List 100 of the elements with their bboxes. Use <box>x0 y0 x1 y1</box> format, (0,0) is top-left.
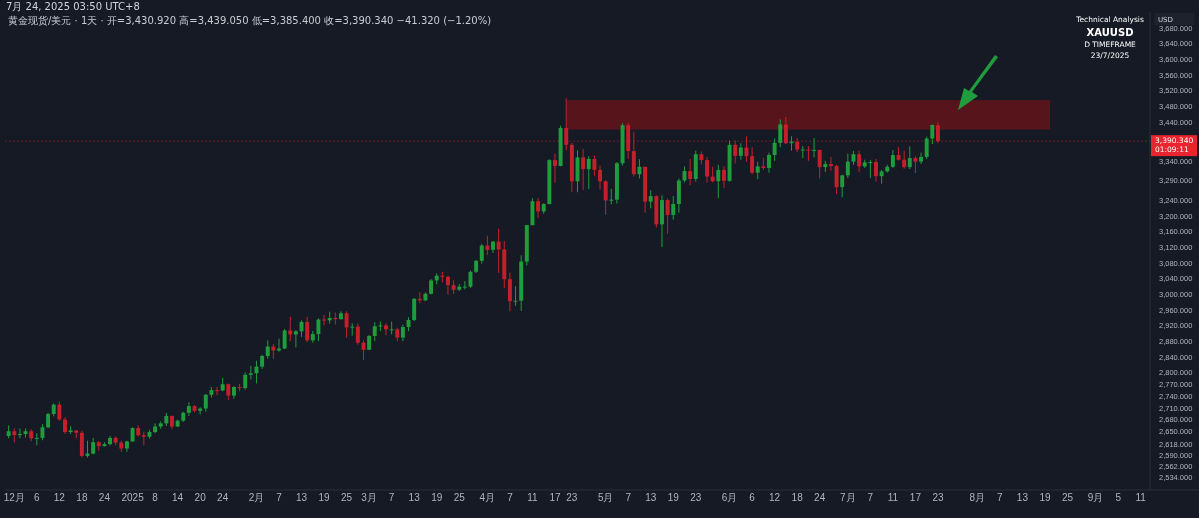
candlestick <box>817 149 822 180</box>
x-tick-label: 18 <box>76 492 88 503</box>
candlestick <box>716 164 721 199</box>
candlestick <box>907 145 912 170</box>
candlestick <box>603 179 608 216</box>
x-tick-label: 24 <box>98 492 111 503</box>
candlestick <box>372 321 377 342</box>
x-tick-label: 25 <box>1061 492 1074 503</box>
candlestick <box>564 97 569 151</box>
candlestick <box>637 158 642 180</box>
x-tick-label: 13 <box>1016 492 1029 503</box>
x-tick-label: 11 <box>887 492 899 503</box>
candlestick <box>215 386 220 396</box>
candlestick <box>721 165 726 189</box>
candlestick <box>665 198 670 235</box>
candlestick <box>671 195 676 221</box>
candlestick <box>592 155 597 177</box>
x-tick-label: 8 <box>152 492 159 503</box>
x-tick-label: 13 <box>645 492 657 503</box>
candlestick <box>79 430 84 458</box>
x-tick-label: 19 <box>431 492 443 503</box>
candlestick <box>648 189 653 209</box>
candlestick <box>812 137 817 158</box>
x-tick-label: 6 <box>749 492 756 503</box>
candlestick <box>890 149 895 169</box>
candlestick <box>924 136 929 160</box>
x-tick-label: 7 <box>276 492 283 503</box>
x-tick-label: 25 <box>341 492 353 503</box>
candlestick <box>778 118 783 148</box>
x-tick-label: 4月 <box>479 492 496 503</box>
candlestick <box>800 145 805 159</box>
candlestick <box>783 116 788 145</box>
x-tick-label: 8月 <box>969 492 986 503</box>
candlestick <box>186 401 191 417</box>
x-tick-label: 6 <box>34 492 41 503</box>
candlestick <box>277 338 281 353</box>
x-tick-label: 2月 <box>248 492 265 503</box>
candlestick <box>767 152 771 174</box>
candlestick <box>845 153 850 179</box>
candlestick <box>412 297 417 322</box>
candlestick <box>153 422 158 434</box>
x-tick-label: 23 <box>690 492 702 503</box>
x-tick-label: 5月 <box>597 492 614 503</box>
candlestick <box>772 138 777 162</box>
candlestick <box>631 131 636 178</box>
x-tick-label: 25 <box>453 492 466 503</box>
candlestick <box>744 135 749 163</box>
x-tick-label: 13 <box>295 492 308 503</box>
x-tick-label: 17 <box>909 492 922 503</box>
candlestick <box>553 153 557 184</box>
x-tick-label: 18 <box>791 492 804 503</box>
candlestick <box>919 152 924 165</box>
x-tick-label: 7 <box>997 492 1004 503</box>
candlestick <box>344 310 349 339</box>
x-tick-label: 5 <box>1115 492 1122 503</box>
candlestick <box>586 155 591 190</box>
candlestick <box>857 150 862 173</box>
candlestick <box>322 314 327 326</box>
x-tick-label: 7 <box>867 492 874 503</box>
candlestick <box>676 178 681 214</box>
x-tick-label: 24 <box>814 492 826 503</box>
candlestick <box>750 146 755 175</box>
candlestick <box>34 432 39 446</box>
candlestick <box>384 322 388 336</box>
x-tick-label: 3月 <box>361 492 377 503</box>
candlestick <box>445 275 450 295</box>
x-tick-label: 23 <box>932 492 944 503</box>
candlestick <box>282 328 287 350</box>
x-tick-label: 17 <box>549 492 561 503</box>
candlestick <box>316 317 321 342</box>
x-tick-label: 19 <box>667 492 680 503</box>
candlestick <box>479 243 484 265</box>
candlestick <box>265 339 270 360</box>
candlestick <box>581 148 586 191</box>
candlestick <box>293 329 298 348</box>
x-tick-label: 14 <box>172 492 184 503</box>
candlestick <box>598 165 602 190</box>
candlestick <box>874 158 878 183</box>
x-tick-label: 7 <box>625 492 632 503</box>
candlestick <box>305 316 310 343</box>
candlestick <box>688 158 693 186</box>
x-tick-label: 2025 <box>121 492 145 503</box>
x-tick-label: 7月 <box>840 492 856 503</box>
annotation: 黄金现货/美元 · 1天 · 开=3,430.920 高=3,439.050 低=3,385.400 收=3,390.340 −41.320 (−1.20%) <box>8 15 492 26</box>
candlestick <box>350 322 355 337</box>
x-tick-label: 11 <box>527 492 539 503</box>
x-tick-label: 20 <box>194 492 207 503</box>
candlestick <box>507 272 512 312</box>
x-tick-label: 12 <box>769 492 781 503</box>
x-tick-label: 24 <box>217 492 229 503</box>
x-tick-label: 11 <box>1135 492 1147 503</box>
x-tick-label: 19 <box>1039 492 1051 503</box>
candlestick <box>496 228 501 274</box>
x-tick-label: 13 <box>408 492 421 503</box>
x-tick-label: 19 <box>318 492 331 503</box>
candlestick <box>935 121 940 144</box>
x-tick-label: 7 <box>507 492 514 503</box>
candlestick <box>355 322 360 346</box>
x-tick-label: 9月 <box>1087 492 1104 503</box>
candlestick <box>834 164 839 195</box>
